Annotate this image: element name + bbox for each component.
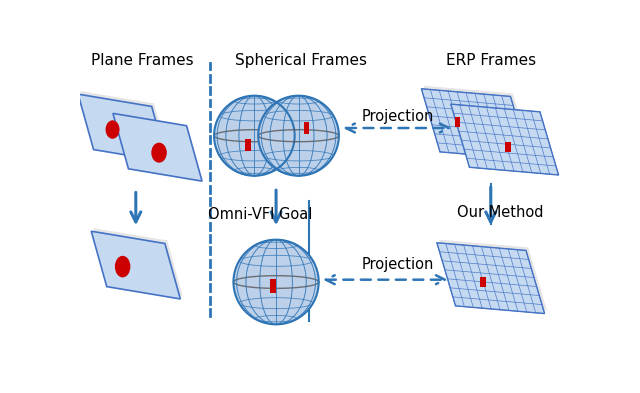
Text: Plane Frames: Plane Frames bbox=[91, 53, 193, 68]
Polygon shape bbox=[78, 94, 167, 162]
Polygon shape bbox=[81, 91, 170, 159]
Ellipse shape bbox=[106, 120, 120, 139]
Bar bbox=[303, 122, 309, 134]
Polygon shape bbox=[439, 240, 547, 310]
Polygon shape bbox=[421, 89, 529, 160]
Bar bbox=[480, 277, 486, 287]
Ellipse shape bbox=[259, 95, 339, 176]
Polygon shape bbox=[113, 113, 202, 181]
Polygon shape bbox=[437, 243, 545, 314]
Text: Projection: Projection bbox=[362, 257, 434, 272]
Polygon shape bbox=[424, 86, 531, 156]
Ellipse shape bbox=[151, 143, 167, 163]
Bar bbox=[454, 117, 460, 127]
Text: Projection: Projection bbox=[362, 109, 434, 124]
Polygon shape bbox=[451, 104, 559, 175]
Polygon shape bbox=[92, 231, 180, 299]
Ellipse shape bbox=[214, 95, 294, 176]
Text: Omni-VFI Goal: Omni-VFI Goal bbox=[207, 208, 312, 222]
Ellipse shape bbox=[115, 256, 131, 277]
Bar bbox=[270, 279, 276, 293]
Text: Our Method: Our Method bbox=[457, 205, 543, 220]
Text: ERP Frames: ERP Frames bbox=[445, 53, 536, 68]
Ellipse shape bbox=[234, 240, 319, 324]
Bar bbox=[246, 139, 251, 151]
Bar bbox=[505, 142, 511, 152]
Text: Spherical Frames: Spherical Frames bbox=[235, 53, 367, 68]
Polygon shape bbox=[93, 228, 182, 296]
